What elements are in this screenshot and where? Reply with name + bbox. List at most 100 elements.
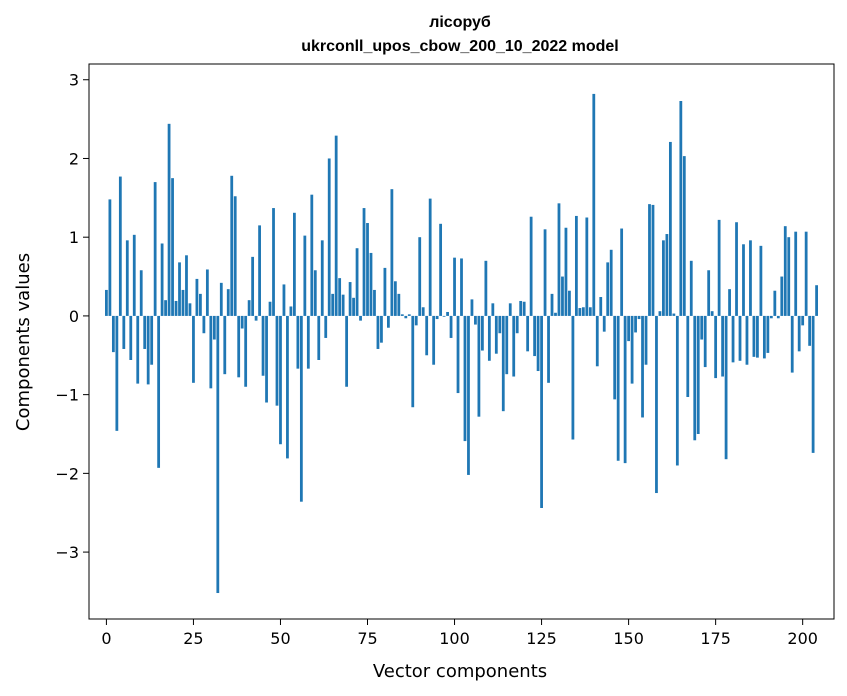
bar — [599, 297, 603, 316]
bar — [568, 290, 571, 316]
x-axis-ticks: 0 25 50 75 100 125 150 175 200 — [101, 619, 818, 648]
bar — [432, 315, 436, 365]
bar — [393, 281, 397, 316]
bar — [456, 315, 460, 394]
bar — [303, 235, 307, 316]
bar — [272, 208, 275, 316]
bar — [195, 278, 199, 316]
bar — [230, 175, 234, 316]
bar — [324, 315, 328, 338]
bar — [289, 306, 293, 316]
bar — [749, 240, 752, 316]
bar — [721, 315, 724, 377]
bar — [132, 234, 136, 316]
bar — [696, 315, 700, 434]
bar — [247, 300, 251, 316]
bar — [547, 315, 550, 383]
bar — [244, 315, 248, 387]
bar — [268, 301, 272, 316]
bar — [428, 198, 432, 316]
bar — [540, 315, 543, 508]
bar — [641, 315, 644, 418]
plot-frame — [88, 63, 835, 620]
bar — [167, 123, 171, 316]
bar — [644, 315, 648, 365]
bar — [762, 315, 766, 359]
bar — [571, 315, 575, 440]
x-tick-label: 100 — [439, 629, 470, 648]
bar — [414, 315, 418, 326]
bar — [129, 315, 133, 360]
bar — [251, 256, 255, 316]
bar — [341, 294, 345, 316]
bar — [453, 257, 456, 316]
bar — [550, 293, 554, 316]
bar — [160, 243, 164, 316]
bar — [630, 315, 634, 384]
bar — [672, 313, 676, 316]
bar — [258, 225, 261, 316]
bar — [139, 270, 143, 316]
bar — [460, 258, 463, 316]
bar — [797, 315, 801, 352]
bar — [811, 315, 815, 453]
bar — [651, 204, 655, 316]
bar — [554, 312, 557, 316]
x-axis-label: Vector components — [373, 661, 547, 682]
bar — [794, 231, 798, 316]
bar — [111, 315, 115, 353]
bar — [735, 222, 738, 316]
bar — [209, 315, 213, 389]
bar — [494, 315, 498, 354]
bar — [240, 315, 244, 329]
bar — [574, 215, 578, 316]
x-tick-label: 175 — [700, 629, 731, 648]
bar — [752, 315, 756, 357]
bar — [776, 315, 780, 319]
bar — [320, 240, 324, 316]
bar — [616, 315, 620, 461]
bar — [282, 284, 286, 316]
bar — [790, 315, 794, 373]
bar — [380, 315, 383, 343]
y-axis-ticks: −3 −2 −1 0 1 2 3 — [55, 71, 89, 562]
bar — [199, 293, 202, 316]
y-tick-label: 3 — [69, 71, 79, 90]
bar — [515, 315, 519, 334]
bar — [526, 315, 530, 352]
bar — [105, 289, 108, 316]
bar — [717, 219, 721, 316]
bar — [390, 189, 394, 316]
bar — [345, 315, 349, 387]
bar — [481, 315, 484, 351]
bar — [738, 315, 742, 361]
bar — [467, 315, 470, 475]
bar — [334, 135, 338, 316]
bar — [686, 315, 690, 397]
bar — [474, 315, 477, 325]
bar — [689, 260, 693, 316]
bar — [648, 204, 651, 316]
bar — [150, 315, 154, 365]
bar — [595, 315, 599, 367]
bar — [623, 315, 627, 464]
bar — [602, 315, 606, 332]
bar — [627, 315, 630, 342]
bar — [780, 276, 784, 316]
bar — [508, 303, 512, 316]
bar — [585, 217, 589, 316]
bar — [783, 226, 787, 316]
bar — [435, 315, 439, 320]
bar — [491, 303, 495, 316]
bar — [703, 315, 707, 368]
bar — [331, 293, 335, 316]
bar — [178, 262, 181, 316]
bar — [188, 303, 192, 316]
bar — [418, 237, 422, 316]
bar — [425, 315, 429, 356]
bar — [219, 282, 223, 316]
bar — [439, 223, 443, 316]
bar — [731, 315, 735, 363]
bar — [171, 178, 174, 316]
